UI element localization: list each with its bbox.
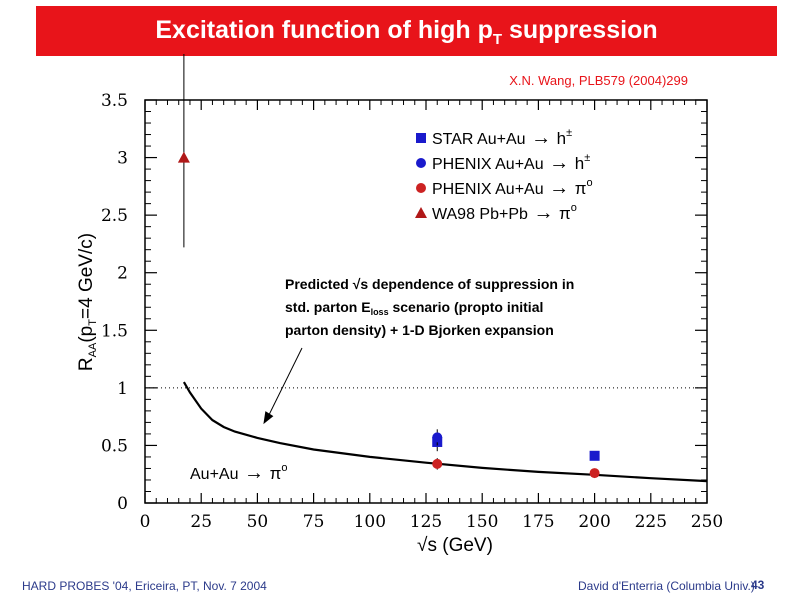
x-axis-label: √s (GeV) [417,535,493,556]
data-point-circle [432,432,443,443]
data-point-square [589,450,600,461]
x-tick-label: 75 [303,512,325,532]
legend-marker [415,207,427,218]
x-tick-label: 125 [410,512,442,532]
title-subscript: T [492,31,503,48]
y-axis-label: RAA(pT=4 GeV/c) [76,233,99,371]
data-point-circle [432,458,443,469]
data-point-triangle [177,151,190,163]
x-tick-label: 175 [522,512,554,532]
annotation-arrow-line [266,347,303,419]
data-point-circle [589,468,600,479]
y-tick-label: 2 [117,264,128,284]
x-tick-label: 200 [578,512,610,532]
annotation-line-3: parton density) + 1-D Bjorken expansion [285,322,554,338]
y-tick-label: 0.5 [101,436,128,456]
footer-author: David d'Enterria (Columbia Univ.) [578,579,755,593]
footer-conference: HARD PROBES '04, Ericeira, PT, Nov. 7 20… [22,579,267,593]
curve-label: Au+Au → πo [190,462,287,484]
x-tick-label: 100 [354,512,386,532]
title-tail: suppression [502,16,658,44]
x-tick-label: 50 [247,512,269,532]
legend-marker [416,158,426,168]
y-tick-label: 1.5 [101,321,128,341]
legend-entry: STAR Au+Au → h± [432,127,572,149]
reference-citation: X.N. Wang, PLB579 (2004)299 [509,73,688,88]
legend-marker [416,183,426,193]
x-tick-label: 150 [466,512,498,532]
legend-entry: PHENIX Au+Au → πo [432,177,593,199]
legend-entry: WA98 Pb+Pb → πo [432,202,577,224]
legend-entry: PHENIX Au+Au → h± [432,152,590,174]
y-tick-label: 1 [117,379,128,399]
x-tick-label: 225 [635,512,667,532]
title-bar: Excitation function of high pT suppressi… [36,6,777,56]
y-tick-label: 2.5 [101,206,128,226]
theory-curve [182,381,708,483]
x-tick-label: 0 [140,512,151,532]
y-tick-label: 3.5 [101,91,128,111]
page-number: 43 [751,578,765,592]
y-tick-label: 0 [117,494,128,514]
y-tick-label: 3 [117,149,128,169]
annotation-line-1: Predicted √s dependence of suppression i… [285,276,574,292]
annotation-line-2: std. parton Eloss scenario (propto initi… [285,299,543,317]
x-tick-label: 250 [691,512,723,532]
x-tick-label: 25 [190,512,212,532]
slide-title: Excitation function of high pT suppressi… [36,6,777,56]
legend-marker [416,133,426,143]
annotation-arrowhead [263,411,274,425]
title-main: Excitation function of high p [155,16,493,44]
